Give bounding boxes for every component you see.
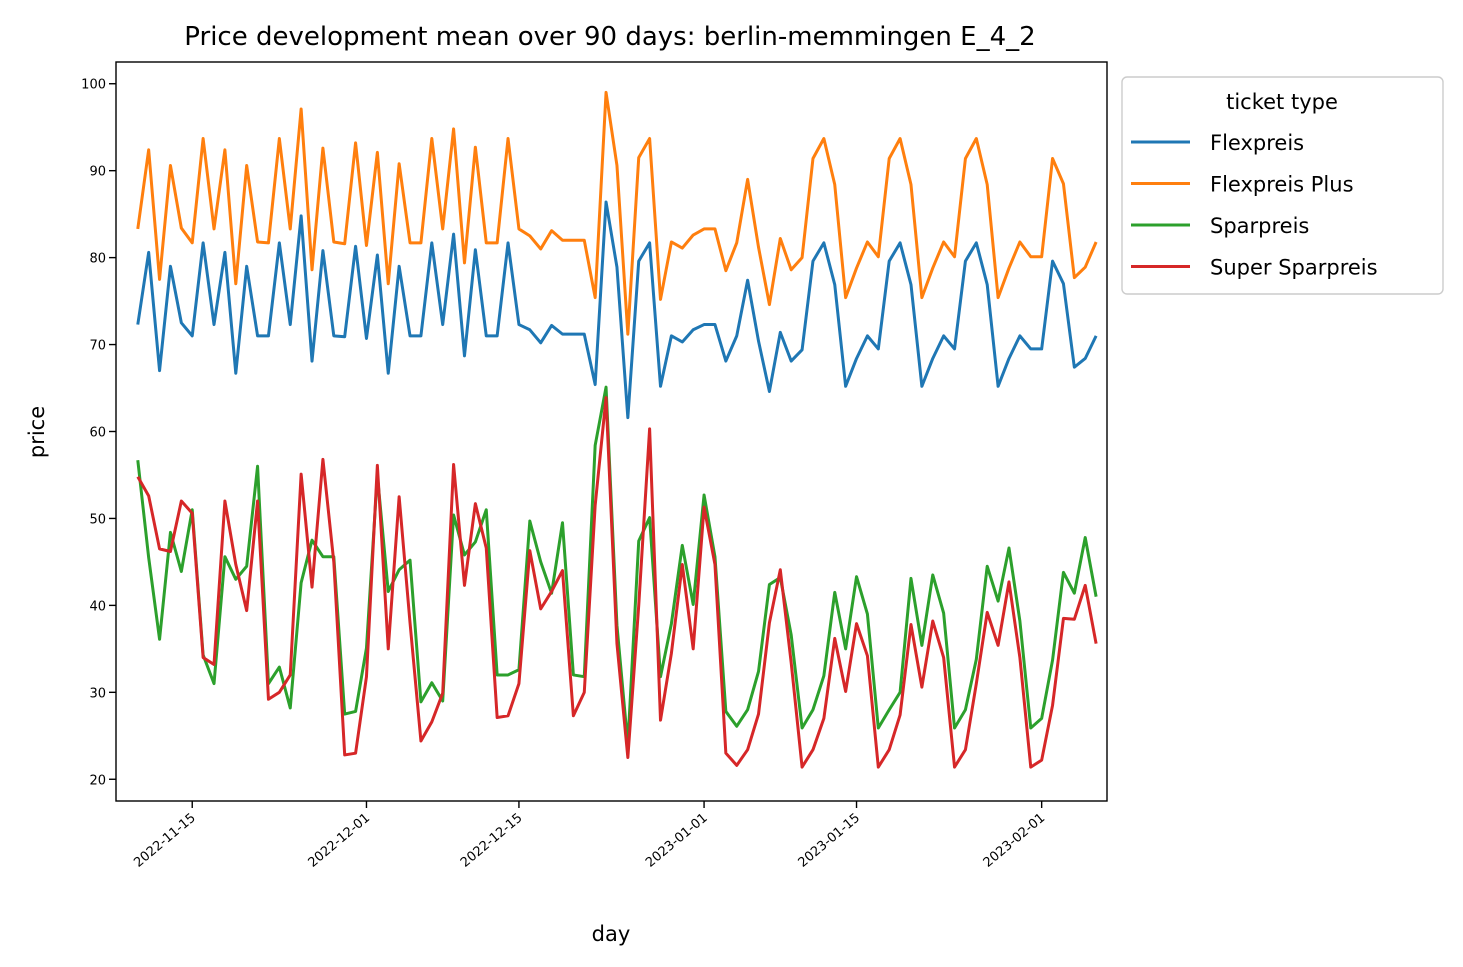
x-tick-label: 2022-12-01 <box>306 811 374 871</box>
series-line-super-sparpreis <box>136 396 1098 769</box>
series-lines <box>136 90 1098 769</box>
legend-label: Super Sparpreis <box>1210 256 1378 280</box>
x-tick-label: 2023-01-15 <box>796 811 864 871</box>
y-tick-label: 60 <box>89 426 106 441</box>
chart-title: Price development mean over 90 days: ber… <box>184 22 1035 52</box>
y-tick-label: 90 <box>89 165 106 180</box>
legend-label: Flexpreis Plus <box>1210 173 1354 197</box>
x-tick-label: 2022-11-15 <box>131 811 199 871</box>
x-axis-label: day <box>592 922 631 946</box>
legend: ticket type Flexpreis Flexpreis Plus Sparp… <box>1121 76 1444 295</box>
y-tick-label: 20 <box>89 773 106 788</box>
y-axis-label: price <box>25 406 49 458</box>
x-axis: 2022-11-15 2022-12-01 2022-12-15 2023-01-01… <box>131 801 1048 871</box>
x-tick-label: 2023-02-01 <box>981 811 1049 871</box>
y-tick-label: 70 <box>89 339 106 354</box>
legend-label: Sparpreis <box>1210 214 1309 238</box>
y-axis: 20 30 40 50 60 70 80 90 100 <box>81 78 116 788</box>
series-line-flexpreis <box>136 200 1098 420</box>
legend-title: ticket type <box>1226 90 1338 114</box>
x-tick-label: 2023-01-01 <box>643 811 711 871</box>
legend-box <box>1121 76 1444 295</box>
plot-frame <box>115 61 1108 802</box>
y-tick-label: 80 <box>89 252 106 267</box>
y-tick-label: 100 <box>81 78 106 93</box>
y-tick-label: 50 <box>89 512 106 527</box>
x-tick-label: 2022-12-15 <box>458 811 526 871</box>
legend-label: Flexpreis <box>1210 131 1304 155</box>
y-tick-label: 30 <box>89 686 106 701</box>
series-line-flexpreis-plus <box>136 90 1098 336</box>
y-tick-label: 40 <box>89 599 106 614</box>
